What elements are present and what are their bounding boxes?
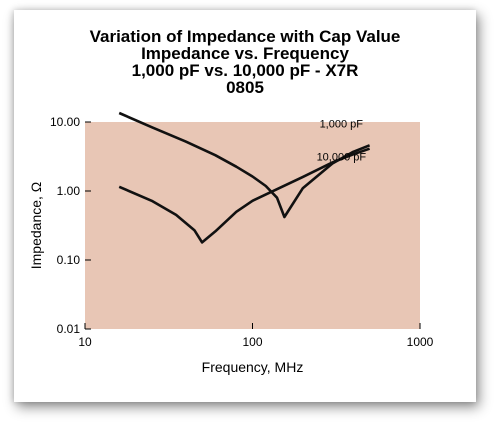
y-tick-label: 0.10 [57,253,81,267]
title-line-2: Impedance vs. Frequency [141,44,349,63]
x-tick-label: 100 [242,335,262,349]
series-label: 1,000 pF [320,118,364,130]
plot-area [85,122,420,329]
y-tick-label: 10.00 [50,115,80,129]
series-line [118,147,371,244]
series-label: 10,000 pF [317,152,367,164]
title-line-1: Variation of Impedance with Cap Value [89,27,401,46]
x-tick-label: 1000 [407,335,434,349]
title-line-3: 1,000 pF vs. 10,000 pF - X7R [131,61,359,80]
chart-title: Variation of Impedance with Cap Value Im… [14,28,476,96]
y-tick-label: 1.00 [57,184,81,198]
series-lines: 1,000 pF 10,000 pF [118,111,371,244]
y-tick-label: 0.01 [57,322,81,336]
x-tick-label: 10 [78,335,92,349]
title-line-4: 0805 [226,78,264,97]
y-axis-label: Impedance, Ω [28,182,44,270]
x-axis-label: Frequency, MHz [202,359,304,375]
